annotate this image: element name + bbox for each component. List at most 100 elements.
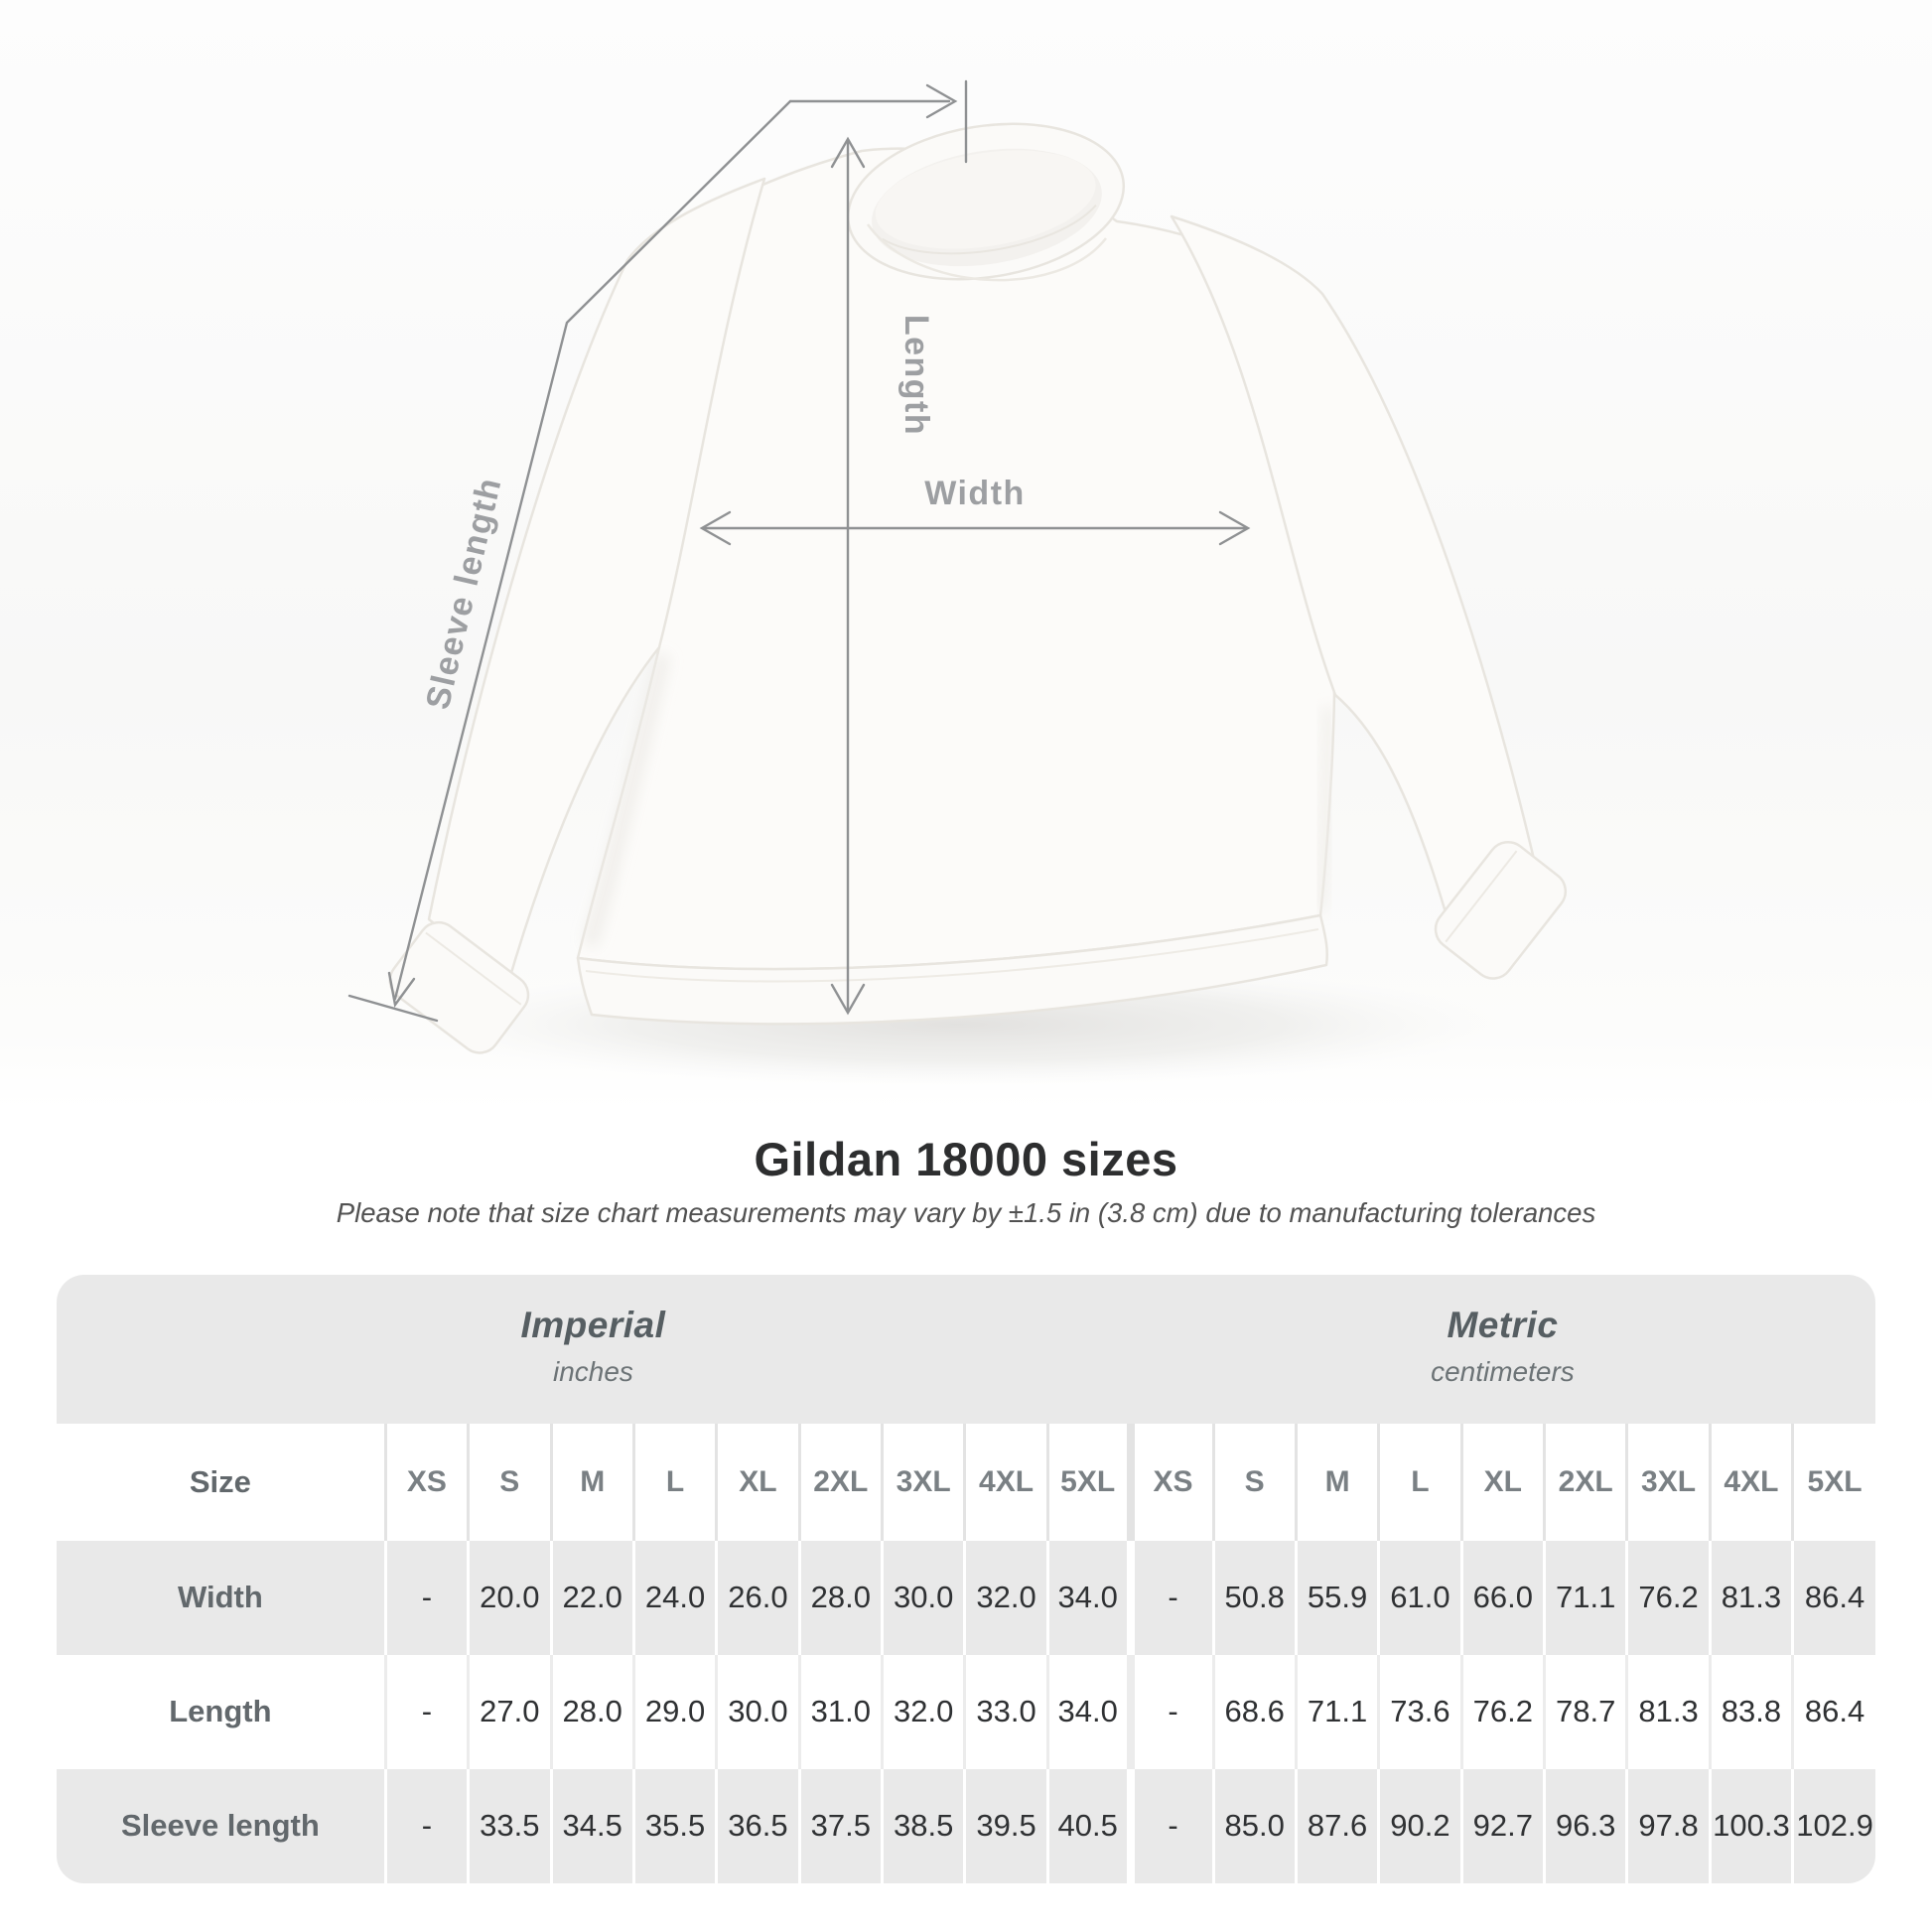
width-measure-label: Width bbox=[924, 475, 1026, 512]
value-cell: 86.4 bbox=[1791, 1654, 1875, 1769]
tolerance-note: Please note that size chart measurements… bbox=[336, 1196, 1596, 1228]
value-cell: 30.0 bbox=[880, 1540, 965, 1655]
body-fold-shading bbox=[583, 653, 670, 948]
cuff-reference-line bbox=[347, 994, 439, 1023]
value-cell: 31.0 bbox=[797, 1654, 883, 1769]
sleeve-measure-diagonal bbox=[393, 99, 792, 1001]
size-cell: 3XL bbox=[1625, 1423, 1711, 1541]
value-cell: 83.8 bbox=[1708, 1654, 1793, 1769]
value-cell: 86.4 bbox=[1791, 1540, 1875, 1655]
value-cell: - bbox=[383, 1654, 469, 1769]
length-row-label: Length bbox=[57, 1654, 386, 1769]
value-cell: 87.6 bbox=[1294, 1768, 1379, 1883]
value-cell: 66.0 bbox=[1459, 1540, 1545, 1655]
page-title: Gildan 18000 sizes bbox=[754, 1133, 1178, 1185]
size-cell: XS bbox=[383, 1423, 469, 1541]
value-cell: 20.0 bbox=[467, 1540, 551, 1655]
size-header-cell: Size bbox=[57, 1423, 386, 1541]
value-cell: 92.7 bbox=[1459, 1768, 1545, 1883]
width-row-label: Width bbox=[57, 1540, 386, 1655]
sweatshirt-illustration bbox=[388, 122, 1568, 1054]
size-cell: 2XL bbox=[1542, 1423, 1627, 1541]
metric-unit: centimeters bbox=[1431, 1355, 1575, 1387]
size-table: Size XS S M L XL 2XL 3XL 4XL 5XL XS S M … bbox=[57, 1423, 1875, 1883]
imperial-title: Imperial bbox=[520, 1304, 666, 1345]
value-cell: 33.0 bbox=[963, 1654, 1048, 1769]
arrowhead-up-icon bbox=[830, 136, 866, 169]
size-cell: 2XL bbox=[797, 1423, 883, 1541]
value-cell: 40.5 bbox=[1045, 1768, 1131, 1883]
value-cell: 78.7 bbox=[1542, 1654, 1627, 1769]
arrowhead-left-icon bbox=[699, 510, 732, 546]
sleeve-length-row: Sleeve length - 33.5 34.5 35.5 36.5 37.5… bbox=[57, 1768, 1875, 1883]
value-cell: 37.5 bbox=[797, 1768, 883, 1883]
unit-header-band: Imperial inches Metric centimeters bbox=[57, 1274, 1875, 1424]
value-cell: 35.5 bbox=[631, 1768, 717, 1883]
value-cell: - bbox=[383, 1540, 469, 1655]
value-cell: 36.5 bbox=[715, 1768, 800, 1883]
value-cell: 71.1 bbox=[1294, 1654, 1379, 1769]
neck-seam bbox=[866, 223, 1107, 282]
arrowhead-right2-icon bbox=[1218, 510, 1251, 546]
imperial-header: Imperial inches bbox=[57, 1305, 1130, 1388]
value-cell: 55.9 bbox=[1294, 1540, 1379, 1655]
value-cell: 30.0 bbox=[715, 1654, 800, 1769]
value-cell: 34.0 bbox=[1045, 1540, 1131, 1655]
value-cell: 32.0 bbox=[880, 1654, 965, 1769]
value-cell: 76.2 bbox=[1459, 1654, 1545, 1769]
value-cell: 29.0 bbox=[631, 1654, 717, 1769]
value-cell: 81.3 bbox=[1625, 1654, 1711, 1769]
size-cell: XL bbox=[715, 1423, 800, 1541]
value-cell: 33.5 bbox=[467, 1768, 551, 1883]
value-cell: 39.5 bbox=[963, 1768, 1048, 1883]
size-cell: L bbox=[1377, 1423, 1462, 1541]
value-cell: - bbox=[1126, 1768, 1213, 1883]
value-cell: 102.9 bbox=[1791, 1768, 1875, 1883]
metric-header: Metric centimeters bbox=[1130, 1305, 1875, 1388]
value-cell: 26.0 bbox=[715, 1540, 800, 1655]
measurement-lines bbox=[347, 79, 1251, 1023]
value-cell: 27.0 bbox=[467, 1654, 551, 1769]
size-cell: 4XL bbox=[963, 1423, 1048, 1541]
value-cell: 96.3 bbox=[1542, 1768, 1627, 1883]
size-cell: XL bbox=[1459, 1423, 1545, 1541]
product-measurement-diagram: Length Width Sleeve length bbox=[0, 0, 1932, 1110]
length-row: Length - 27.0 28.0 29.0 30.0 31.0 32.0 3… bbox=[57, 1654, 1875, 1769]
value-cell: 100.3 bbox=[1708, 1768, 1793, 1883]
size-cell: 5XL bbox=[1791, 1423, 1875, 1541]
value-cell: 71.1 bbox=[1542, 1540, 1627, 1655]
value-cell: 32.0 bbox=[963, 1540, 1048, 1655]
imperial-unit: inches bbox=[552, 1355, 633, 1387]
body-fold-shading-right bbox=[1314, 706, 1334, 912]
value-cell: 22.0 bbox=[549, 1540, 634, 1655]
value-cell: 34.0 bbox=[1045, 1654, 1131, 1769]
value-cell: 81.3 bbox=[1708, 1540, 1793, 1655]
sweatshirt-diagram-canvas: Length Width Sleeve length bbox=[0, 0, 1932, 1110]
value-cell: 24.0 bbox=[631, 1540, 717, 1655]
value-cell: 38.5 bbox=[880, 1768, 965, 1883]
hem-seam bbox=[585, 928, 1319, 983]
size-header-row: Size XS S M L XL 2XL 3XL 4XL 5XL XS S M … bbox=[57, 1423, 1875, 1541]
right-cuff bbox=[1434, 840, 1568, 980]
value-cell: 28.0 bbox=[797, 1540, 883, 1655]
value-cell: 97.8 bbox=[1625, 1768, 1711, 1883]
metric-title: Metric bbox=[1447, 1304, 1559, 1345]
arrowhead-down-icon bbox=[830, 983, 866, 1016]
size-cell: M bbox=[549, 1423, 634, 1541]
value-cell: 90.2 bbox=[1377, 1768, 1462, 1883]
size-cell: 5XL bbox=[1045, 1423, 1131, 1541]
value-cell: - bbox=[1126, 1540, 1213, 1655]
value-cell: 76.2 bbox=[1625, 1540, 1711, 1655]
size-cell: S bbox=[1211, 1423, 1297, 1541]
value-cell: - bbox=[1126, 1654, 1213, 1769]
size-cell: M bbox=[1294, 1423, 1379, 1541]
length-measure-label: Length bbox=[897, 315, 935, 436]
value-cell: 28.0 bbox=[549, 1654, 634, 1769]
size-cell: L bbox=[631, 1423, 717, 1541]
value-cell: 34.5 bbox=[549, 1768, 634, 1883]
collar bbox=[846, 122, 1126, 281]
size-cell: 4XL bbox=[1708, 1423, 1793, 1541]
hem-band bbox=[576, 913, 1328, 1026]
width-row: Width - 20.0 22.0 24.0 26.0 28.0 30.0 32… bbox=[57, 1540, 1875, 1655]
value-cell: - bbox=[383, 1768, 469, 1883]
